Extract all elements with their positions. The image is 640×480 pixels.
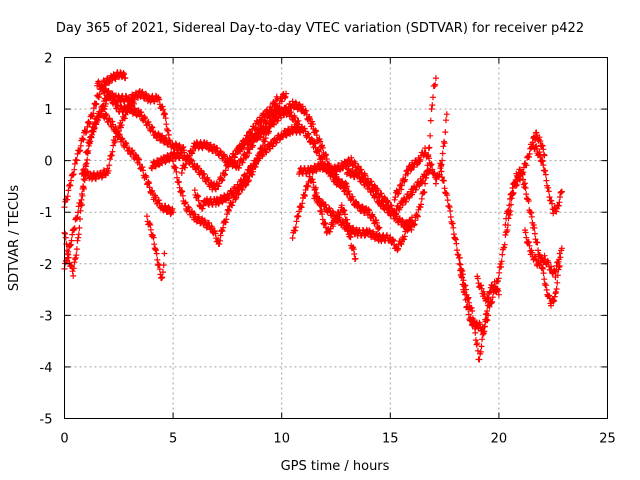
data-point-markers — [296, 154, 433, 217]
data-point-markers — [437, 160, 491, 337]
data-point-markers — [391, 111, 450, 203]
data-point-markers — [191, 123, 350, 212]
plot-frame — [64, 57, 608, 419]
data-point-markers — [311, 191, 415, 254]
x-axis: 0 5 10 15 20 25 — [60, 57, 616, 447]
x-tick-label: 10 — [273, 432, 290, 447]
data-point-markers — [474, 129, 548, 310]
y-tick-label: -5 — [40, 413, 53, 428]
series-sat-r — [437, 160, 491, 337]
series-sat-t — [474, 129, 548, 310]
y-tick-label: -4 — [40, 361, 53, 376]
series-sat-p — [343, 75, 439, 233]
data-point-markers — [522, 227, 563, 281]
data-point-markers — [94, 78, 172, 138]
x-tick-label: 20 — [491, 432, 508, 447]
series-sat-q — [391, 111, 450, 203]
x-tick-label: 5 — [169, 432, 177, 447]
series-sat-d — [94, 78, 172, 138]
y-tick-label: -3 — [40, 309, 53, 324]
series-sat-v — [530, 142, 565, 217]
data-point-markers — [148, 93, 281, 193]
data-series — [61, 69, 565, 363]
series-sat-h — [148, 93, 281, 193]
series-sat-f — [100, 110, 177, 217]
series-sat-n — [296, 154, 433, 217]
x-axis-label: GPS time / hours — [281, 459, 390, 474]
x-tick-label: 0 — [60, 432, 68, 447]
y-tick-label: 2 — [44, 52, 52, 67]
data-point-markers — [456, 254, 502, 363]
y-axis: -5 -4 -3 -2 -1 0 1 2 — [40, 52, 608, 428]
x-tick-label: 25 — [599, 432, 616, 447]
y-tick-label: -2 — [40, 258, 53, 273]
data-point-markers — [144, 213, 168, 282]
data-point-markers — [343, 75, 439, 233]
chart-title: Day 365 of 2021, Sidereal Day-to-day VTE… — [56, 21, 584, 36]
series-sat-o — [311, 191, 415, 254]
series-sat-u — [502, 166, 565, 309]
y-tick-label: -1 — [40, 206, 53, 221]
y-tick-label: 1 — [44, 103, 52, 118]
series-sat-k — [191, 123, 350, 212]
y-axis-label: SDTVAR / TECUs — [7, 185, 22, 292]
y-tick-label: 0 — [44, 155, 52, 170]
data-point-markers — [502, 166, 565, 309]
series-sat-w — [522, 227, 563, 281]
data-point-markers — [100, 110, 177, 217]
series-sat-g — [144, 213, 168, 282]
series-sat-s — [456, 254, 502, 363]
x-tick-label: 15 — [382, 432, 399, 447]
data-point-markers — [530, 142, 565, 217]
